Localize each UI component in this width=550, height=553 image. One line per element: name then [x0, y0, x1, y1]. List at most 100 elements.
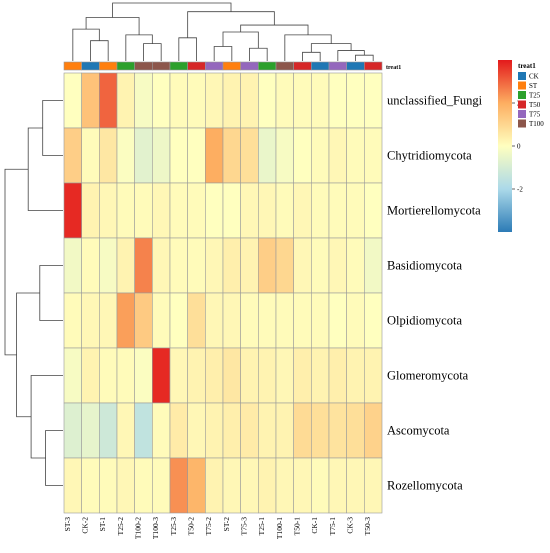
heatmap-cell	[240, 182, 259, 239]
heatmap-cell	[222, 237, 241, 294]
legend-swatch-ck	[518, 72, 526, 80]
heatmap-cell	[346, 347, 365, 404]
heatmap-cell	[311, 347, 330, 404]
heatmap-cell	[116, 182, 135, 239]
column-dendrogram-branch	[284, 34, 332, 61]
heatmap-cell	[275, 292, 294, 349]
legend-label-t25: T25	[529, 92, 541, 100]
heatmap-cell	[63, 402, 82, 459]
heatmap-cell	[81, 182, 100, 239]
heatmap-cell	[81, 237, 100, 294]
heatmap-cell	[328, 292, 347, 349]
row-label-olpidiomycota: Olpidiomycota	[387, 314, 462, 328]
annotation-cell-t25	[258, 61, 277, 71]
heatmap-cell	[169, 457, 188, 514]
heatmap-cell	[258, 347, 277, 404]
legend-swatch-t25	[518, 91, 526, 99]
heatmap-cell	[99, 402, 118, 459]
heatmap-cell	[63, 72, 82, 129]
heatmap-cell	[346, 237, 365, 294]
heatmap-cell	[293, 72, 312, 129]
heatmap-cell	[116, 72, 135, 129]
column-label-t25-1: T25-1	[257, 517, 266, 536]
annotation-cell-ck	[81, 61, 100, 71]
heatmap-cell	[187, 237, 206, 294]
legend-swatch-t75	[518, 110, 526, 118]
heatmap-cell	[222, 457, 241, 514]
column-label-ck-2: CK-2	[81, 517, 90, 534]
heatmap-cell	[134, 457, 153, 514]
heatmap-cell	[169, 127, 188, 184]
heatmap-cell	[81, 347, 100, 404]
column-label-ck-1: CK-1	[310, 517, 319, 534]
heatmap-cell	[258, 237, 277, 294]
annotation-cell-t50	[187, 61, 206, 71]
legend-label-t50: T50	[529, 101, 541, 109]
annotation-cell-t100	[152, 61, 171, 71]
heatmap-cell	[134, 347, 153, 404]
column-dendrogram-branch	[213, 46, 233, 61]
column-dendrogram-branch	[249, 47, 268, 61]
heatmap-cell	[152, 127, 171, 184]
heatmap-cell	[240, 402, 259, 459]
row-label-rozellomycota: Rozellomycota	[387, 479, 463, 493]
heatmap-cell	[222, 347, 241, 404]
row-dendrogram-branch	[16, 292, 40, 418]
color-scale-tick-label: 0	[517, 143, 521, 151]
heatmap-cell	[152, 72, 171, 129]
column-label-t75-2: T75-2	[204, 517, 213, 536]
heatmap-cell	[293, 182, 312, 239]
row-label-ascomycota: Ascomycota	[387, 424, 450, 438]
annotation-cell-st	[99, 61, 118, 71]
color-scale-tick-label: -2	[517, 186, 523, 194]
annotation-cell-t50	[293, 61, 312, 71]
heatmap-cell	[311, 72, 330, 129]
column-dendrogram-branch	[125, 34, 153, 61]
row-dendrogram	[4, 100, 63, 486]
heatmap-cell	[187, 292, 206, 349]
column-label-t100-1: T100-1	[275, 517, 284, 539]
column-dendrogram-branch	[112, 2, 232, 18]
heatmap-cell	[81, 127, 100, 184]
color-scale-bar	[498, 60, 512, 232]
heatmap-cell	[240, 127, 259, 184]
heatmap-cell	[275, 347, 294, 404]
heatmap-cell	[187, 72, 206, 129]
column-dendrogram-branch	[85, 17, 140, 35]
heatmap-cell	[275, 127, 294, 184]
heatmap-cell	[134, 292, 153, 349]
heatmap-cell	[152, 402, 171, 459]
heatmap-cell	[81, 402, 100, 459]
heatmap-cell	[222, 292, 241, 349]
annotation-cell-ck	[311, 61, 330, 71]
heatmap-cell	[240, 457, 259, 514]
row-labels: unclassified_Fungi Chytridiomycota Mortier…	[387, 94, 483, 493]
heatmap-cell	[134, 72, 153, 129]
row-label-mortierellomycota: Mortierellomycota	[387, 204, 481, 218]
heatmap-cell	[240, 292, 259, 349]
row-dendrogram-branch	[30, 375, 63, 459]
heatmap-cell	[205, 127, 224, 184]
column-label-st-1: ST-1	[98, 517, 107, 532]
column-label-t50-3: T50-3	[363, 517, 372, 536]
column-label-st-2: ST-2	[222, 517, 231, 532]
heatmap-cell	[152, 237, 171, 294]
heatmap-cell	[293, 237, 312, 294]
heatmap-cell	[293, 127, 312, 184]
column-label-t25-3: T25-3	[169, 517, 178, 536]
heatmap-cell	[258, 402, 277, 459]
column-dendrogram-branch	[143, 43, 162, 61]
heatmap-cell	[311, 237, 330, 294]
heatmap-cell	[205, 347, 224, 404]
heatmap-cell	[169, 347, 188, 404]
heatmap-cell	[222, 182, 241, 239]
heatmap-cell	[240, 72, 259, 129]
heatmap-cell	[99, 237, 118, 294]
heatmap-cell	[346, 127, 365, 184]
treat1-annotation-bar	[63, 61, 383, 71]
column-label-t75-3: T75-3	[240, 517, 249, 536]
annotation-cell-t100	[134, 61, 153, 71]
heatmap-cell	[222, 402, 241, 459]
heatmap-cell	[81, 457, 100, 514]
heatmap-cell	[346, 182, 365, 239]
